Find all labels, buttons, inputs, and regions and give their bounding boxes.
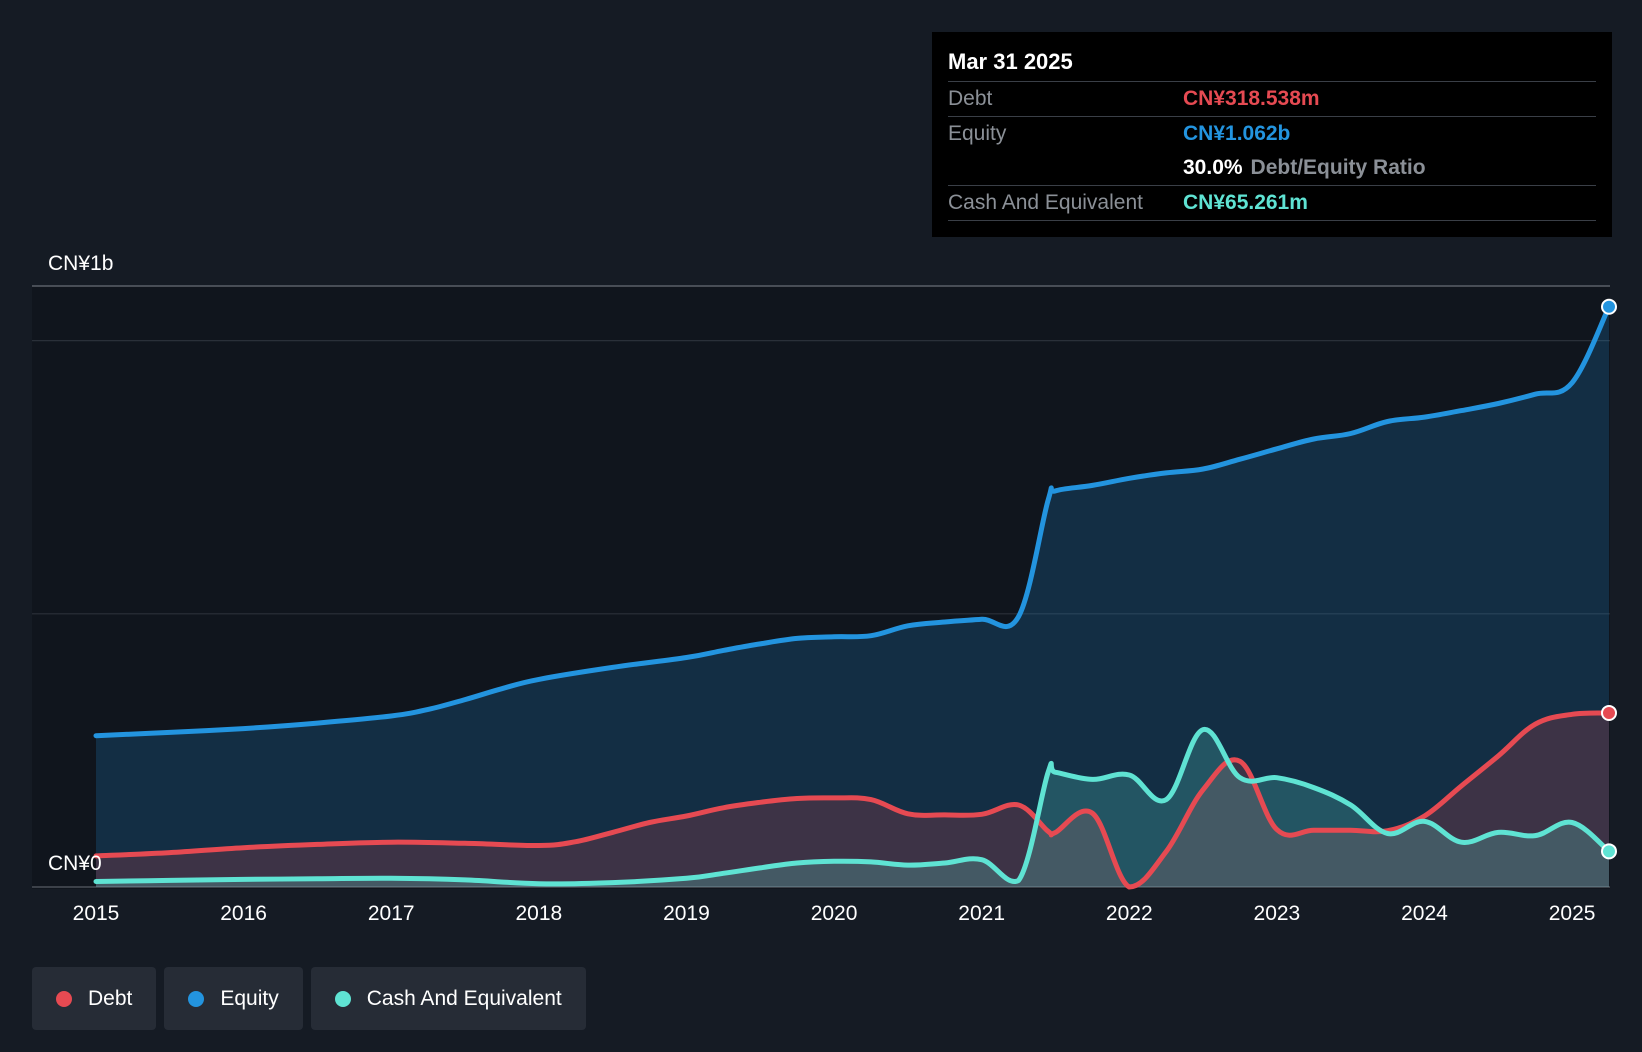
tooltip-row-equity: Equity CN¥1.062b [948,117,1596,151]
chart-legend: Debt Equity Cash And Equivalent [32,967,586,1030]
hover-tooltip: Mar 31 2025 Debt CN¥318.538m Equity CN¥1… [932,32,1612,237]
tooltip-debt-value: CN¥318.538m [1183,87,1320,110]
legend-item-debt[interactable]: Debt [32,967,157,1030]
legend-item-equity[interactable]: Equity [164,967,303,1030]
tooltip-ratio-spacer [948,151,1183,185]
y-axis-top-label: CN¥1b [48,252,113,275]
x-tick-2020: 2020 [811,902,858,925]
legend-label-cash: Cash And Equivalent [366,986,562,1010]
series-end-markers [1601,298,1617,860]
line-equity [93,304,1612,739]
area-equity [96,306,1609,887]
x-tick-2016: 2016 [220,902,267,925]
series-lines [93,304,1612,890]
tooltip-row-cash: Cash And Equivalent CN¥65.261m [948,186,1596,221]
x-tick-2021: 2021 [958,902,1005,925]
legend-item-cash[interactable]: Cash And Equivalent [310,967,586,1030]
y-axis-bottom-label: CN¥0 [48,852,102,875]
x-tick-2018: 2018 [515,902,562,925]
tooltip-cash-value: CN¥65.261m [1183,191,1308,214]
tooltip-cash-label: Cash And Equivalent [948,191,1143,214]
tooltip-equity-label: Equity [948,122,1007,145]
x-axis-ticks: 2015 2016 2017 2018 2019 2020 2021 2022 2023 2024… [73,902,1596,925]
tooltip-row-debt: Debt CN¥318.538m [948,82,1596,117]
legend-dot-equity-icon [188,990,205,1007]
tooltip-ratio-label: Debt/Equity Ratio [1250,156,1426,179]
x-tick-2019: 2019 [663,902,710,925]
line-cash-and-equivalent [93,727,1612,887]
plot-highlight-region [32,286,1610,889]
legend-label-debt: Debt [88,986,133,1010]
end-marker-equity[interactable] [1601,298,1617,315]
grid-lines [32,285,1610,888]
tooltip-row-ratio: 30.0% Debt/Equity Ratio [948,151,1596,186]
tooltip-debt-label: Debt [948,87,993,110]
tooltip-date: Mar 31 2025 [948,32,1596,82]
x-tick-2017: 2017 [368,902,415,925]
end-marker-debt[interactable] [1601,704,1617,721]
legend-dot-debt-icon [56,990,72,1007]
x-tick-2015: 2015 [73,902,120,925]
tooltip-equity-value: CN¥1.062b [1183,122,1291,145]
tooltip-ratio-value: 30.0% [1183,156,1243,179]
x-tick-2022: 2022 [1106,902,1153,925]
x-tick-2024: 2024 [1401,902,1448,925]
x-tick-2025: 2025 [1549,902,1596,925]
x-tick-2023: 2023 [1254,902,1301,925]
legend-label-equity: Equity [220,986,279,1010]
end-marker-cash-and-equivalent[interactable] [1601,843,1617,860]
legend-dot-cash-icon [334,990,351,1007]
